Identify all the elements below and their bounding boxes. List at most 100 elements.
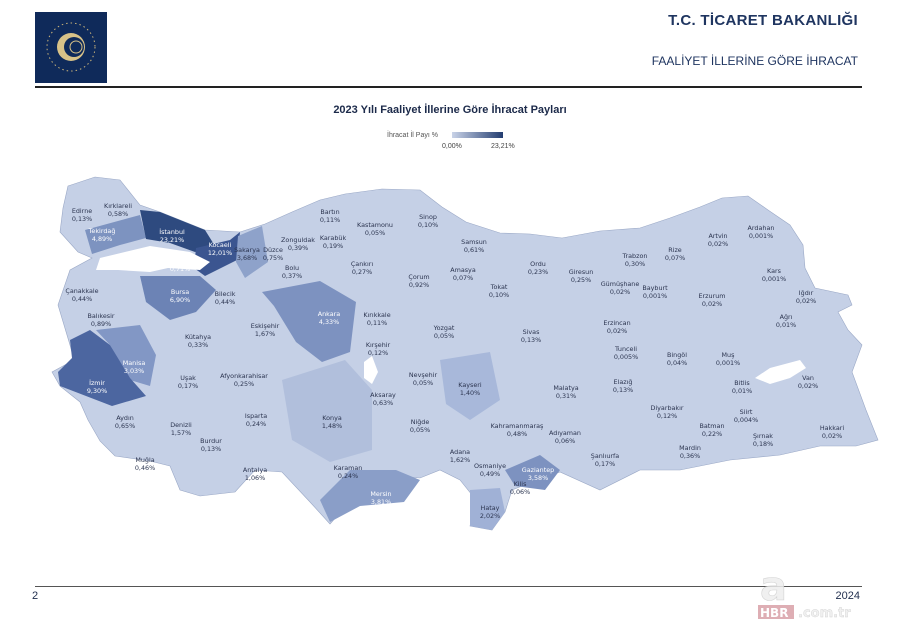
province-value: 0,49% xyxy=(480,470,500,478)
province-name: Ankara xyxy=(318,310,341,318)
province-name: Ardahan xyxy=(748,224,775,232)
province-value: 0,05% xyxy=(365,229,385,237)
province-name: Edirne xyxy=(72,207,92,215)
province-name: Sinop xyxy=(419,213,437,221)
province-name: Karaman xyxy=(334,464,363,472)
header-subtitle: FAALİYET İLLERİNE GÖRE İHRACAT xyxy=(651,54,858,68)
tuz-lake xyxy=(364,356,378,384)
province-name: Erzurum xyxy=(699,292,726,300)
province-name: Bolu xyxy=(285,264,299,272)
province-name: Konya xyxy=(322,414,342,422)
province-value: 0,44% xyxy=(72,295,92,303)
province-value: 0,22% xyxy=(702,430,722,438)
province-name: Adana xyxy=(450,448,470,456)
province-value: 6,90% xyxy=(170,296,190,304)
province-name: Van xyxy=(802,374,814,382)
bursa-region xyxy=(140,276,216,320)
province-value: 0,18% xyxy=(753,440,773,448)
province-name: Bursa xyxy=(171,288,189,296)
province-name: Bartın xyxy=(320,208,339,216)
province-value: 4,89% xyxy=(92,235,112,243)
gaziantep-region xyxy=(505,455,560,490)
legend-gradient xyxy=(452,132,503,138)
province-value: 0,13% xyxy=(72,215,92,223)
province-value: 0,06% xyxy=(555,437,575,445)
province-name: Kocaeli xyxy=(209,241,232,249)
province-name: Afyonkarahisar xyxy=(220,372,268,380)
province-value: 0,24% xyxy=(246,420,266,428)
province-value: 0,19% xyxy=(323,242,343,250)
province-name: Batman xyxy=(700,422,725,430)
province-name: Kahramanmaraş xyxy=(491,422,544,430)
legend-max: 23,21% xyxy=(491,143,515,150)
province-name: Burdur xyxy=(200,437,222,445)
province-name: Bitlis xyxy=(734,379,750,387)
province-value: 0,63% xyxy=(373,399,393,407)
province-value: 0,05% xyxy=(410,426,430,434)
province-name: Aydın xyxy=(116,414,134,422)
istanbul-region xyxy=(140,210,215,252)
province-value: 0,001% xyxy=(716,359,740,367)
province-value: 0,13% xyxy=(521,336,541,344)
province-value: 0,58% xyxy=(108,210,128,218)
province-value: 0,61% xyxy=(464,246,484,254)
province-value: 0,02% xyxy=(822,432,842,440)
province-name: Muğla xyxy=(135,456,154,464)
province-name: Niğde xyxy=(411,418,430,426)
province-value: 0,12% xyxy=(657,412,677,420)
province-value: 0,39% xyxy=(288,244,308,252)
province-value: 0,37% xyxy=(282,272,302,280)
province-name: Hatay xyxy=(481,504,500,512)
province-name: Uşak xyxy=(180,374,196,382)
province-value: 0,005% xyxy=(614,353,638,361)
province-value: 0,004% xyxy=(734,416,758,424)
province-value: 0,05% xyxy=(413,379,433,387)
province-name: İzmir xyxy=(89,378,105,387)
province-name: Malatya xyxy=(553,384,578,392)
province-value: 0,001% xyxy=(749,232,773,240)
province-name: İstanbul xyxy=(159,227,185,236)
province-name: Bayburt xyxy=(642,284,668,292)
province-value: 0,02% xyxy=(702,300,722,308)
province-value: 0,75% xyxy=(263,254,283,262)
province-name: Tokat xyxy=(490,283,508,291)
province-name: Kütahya xyxy=(185,333,211,341)
province-name: Samsun xyxy=(461,238,487,246)
province-value: 0,30% xyxy=(625,260,645,268)
province-name: Artvin xyxy=(708,232,727,240)
province-name: Mersin xyxy=(370,490,391,498)
province-value: 1,67% xyxy=(255,330,275,338)
province-value: 0,31% xyxy=(556,392,576,400)
province-name: Şanlıurfa xyxy=(591,452,620,460)
